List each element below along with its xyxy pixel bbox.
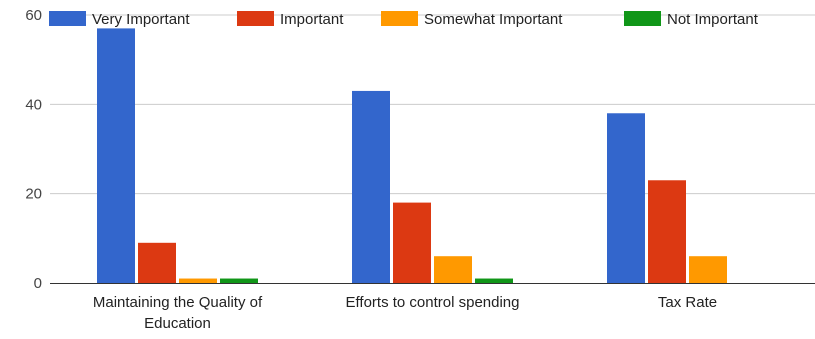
legend-swatch [381,11,418,26]
category-label: Tax Rate [658,294,717,311]
legend-item[interactable]: Very Important [49,11,190,28]
bars [97,28,727,284]
bar-important [138,242,176,283]
gridlines [50,14,815,195]
legend-label: Not Important [667,11,759,28]
bar-not-important [475,278,513,283]
legend-item[interactable]: Important [237,11,344,28]
legend-swatch [237,11,274,26]
legend-swatch [49,11,86,26]
legend-item[interactable]: Somewhat Important [381,11,563,28]
y-tick-label: 20 [25,186,42,203]
category-label: Education [144,315,211,332]
bar-important [393,202,431,283]
legend-item[interactable]: Not Important [624,11,759,28]
bar-somewhat-important [689,256,727,283]
legend-label: Very Important [92,11,190,28]
bar-very-important [97,28,135,284]
bar-not-important [220,278,258,283]
legend-label: Important [280,11,344,28]
legend: Very Important Important Somewhat Importan… [49,11,759,28]
bar-very-important [607,113,645,284]
category-label: Maintaining the Quality of [93,294,263,311]
bar-important [648,180,686,283]
bar-very-important [352,90,390,283]
bar-somewhat-important [179,278,217,283]
category-label: Efforts to control spending [346,294,520,311]
legend-label: Somewhat Important [424,11,563,28]
y-tick-label: 60 [25,7,42,24]
bar-somewhat-important [434,256,472,283]
y-tick-label: 0 [34,275,42,292]
legend-swatch [624,11,661,26]
x-axis: Maintaining the Quality of Education Effor… [50,283,815,332]
y-tick-label: 40 [25,96,42,113]
y-axis: 0 20 40 60 [25,7,42,292]
